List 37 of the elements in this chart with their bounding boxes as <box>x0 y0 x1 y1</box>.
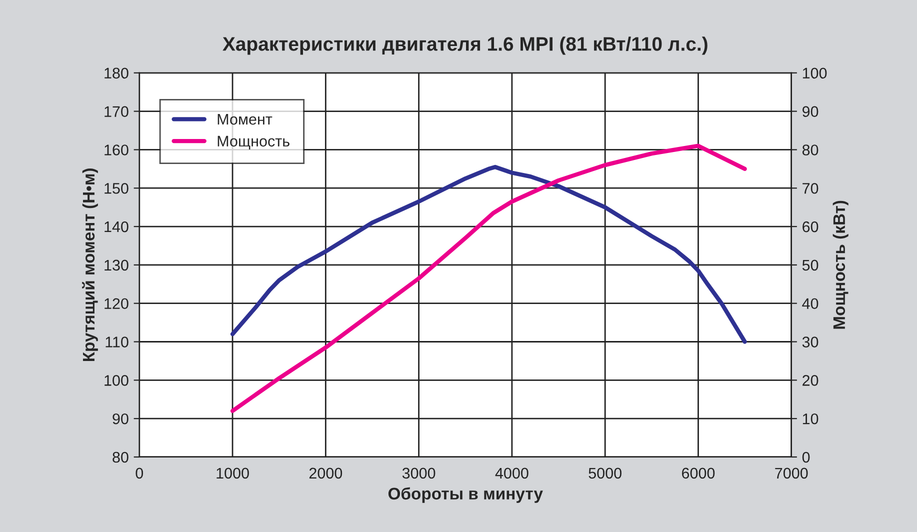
x-tick-label: 2000 <box>309 468 342 479</box>
x-tick-label: 1000 <box>216 468 249 479</box>
y2-tick-label: 0 <box>802 452 810 463</box>
y2-tick-label: 100 <box>802 68 827 79</box>
x-tick-label: 6000 <box>682 468 715 479</box>
y2-tick-label: 20 <box>802 375 818 386</box>
y2-axis-title: Мощность (кВт) <box>832 200 848 329</box>
y2-tick-label: 40 <box>802 298 818 310</box>
legend-label: Момент <box>218 114 272 125</box>
y2-tick-label: 50 <box>802 260 818 271</box>
y2-tick-label: 80 <box>802 144 818 156</box>
y2-tick-label: 10 <box>802 413 818 424</box>
line-series <box>230 164 747 344</box>
x-tick-label: 3000 <box>402 468 436 479</box>
chart-title: Характеристики двигателя 1.6 MPI (81 кВт/110 л.с.) <box>222 36 708 55</box>
y-tick-label: 80 <box>112 452 128 463</box>
y-tick-label: 150 <box>104 182 128 194</box>
x-tick-label: 0 <box>136 468 144 479</box>
y2-tick-label: 70 <box>802 182 818 194</box>
legend-label: Мощность <box>218 136 290 150</box>
y2-tick-label: 90 <box>802 106 818 117</box>
y-tick-label: 130 <box>104 260 128 271</box>
y-tick-label: 180 <box>104 68 128 79</box>
y-tick-label: 170 <box>104 106 128 117</box>
x-tick-label: 4000 <box>495 468 528 479</box>
y-tick-label: 120 <box>104 298 128 310</box>
y-tick-label: 160 <box>104 144 128 156</box>
x-tick-label: 5000 <box>588 468 622 479</box>
y2-tick-label: 60 <box>802 221 818 232</box>
x-axis-title: Обороты в минуту <box>388 487 543 503</box>
y-axis-title: Крутящий момент (Н•м) <box>82 168 98 362</box>
y-tick-label: 100 <box>104 375 128 386</box>
y-tick-label: 140 <box>104 221 128 232</box>
y-tick-label: 110 <box>106 336 128 348</box>
y2-tick-label: 30 <box>802 336 818 348</box>
x-tick-label: 7000 <box>775 468 808 479</box>
y-tick-label: 90 <box>112 413 128 424</box>
